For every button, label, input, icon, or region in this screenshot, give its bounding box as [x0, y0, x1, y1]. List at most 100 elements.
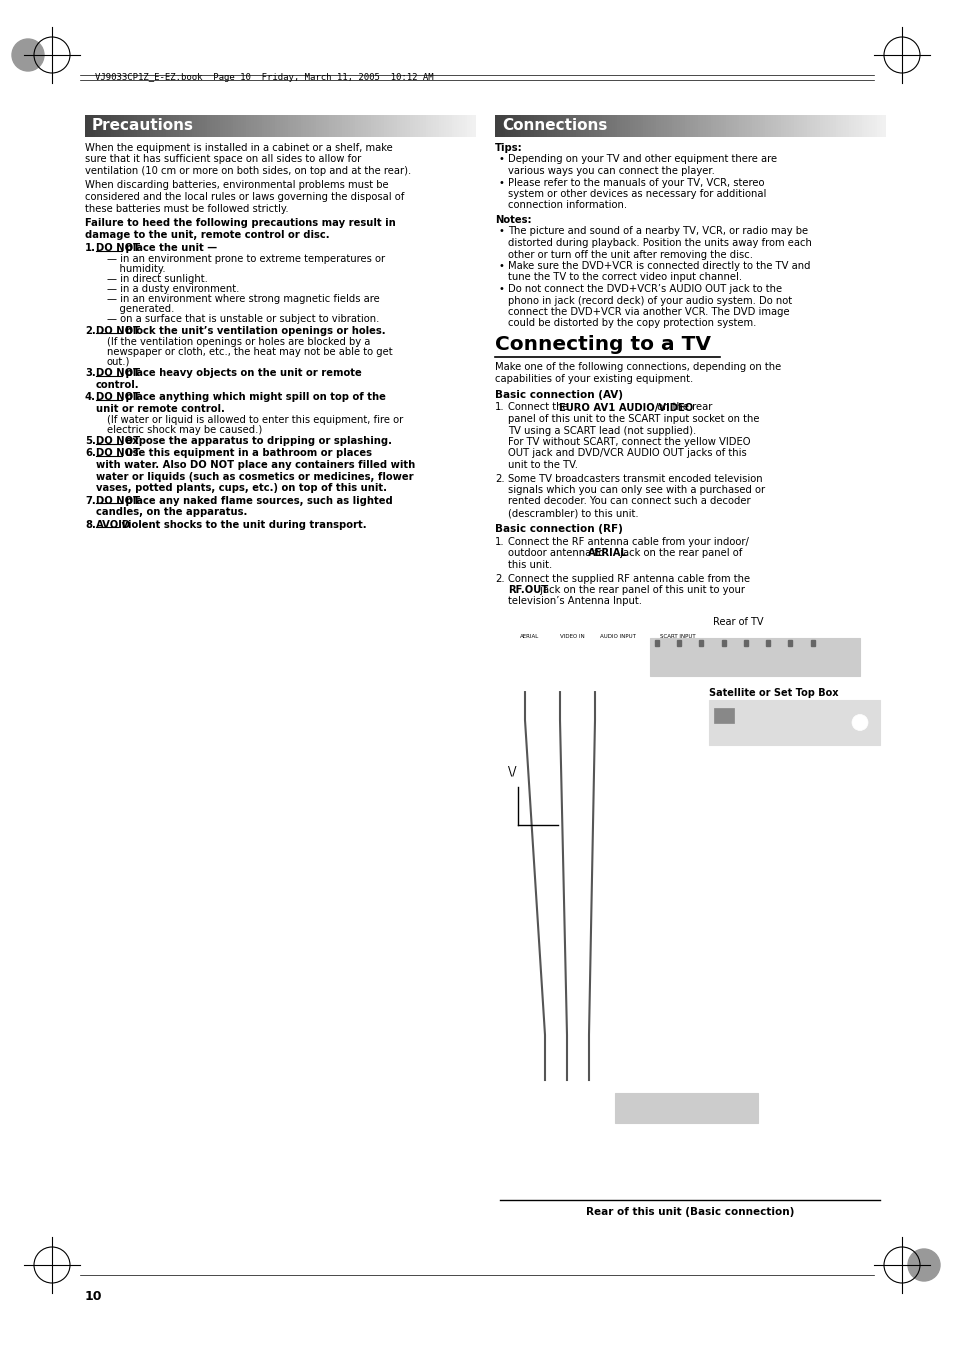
Text: Some TV broadcasters transmit encoded television: Some TV broadcasters transmit encoded te…: [507, 474, 761, 483]
Bar: [316, 115, 319, 136]
Bar: [472, 115, 476, 136]
Bar: [98, 115, 101, 136]
Text: rented decoder. You can connect such a decoder: rented decoder. You can connect such a d…: [507, 497, 750, 506]
Bar: [791, 115, 794, 136]
Bar: [502, 115, 506, 136]
Bar: [764, 115, 768, 136]
Bar: [728, 115, 732, 136]
Bar: [157, 115, 161, 136]
Circle shape: [517, 644, 533, 660]
Bar: [681, 115, 685, 136]
Bar: [580, 115, 584, 136]
Text: ventilation (10 cm or more on both sides, on top and at the rear).: ventilation (10 cm or more on both sides…: [85, 166, 411, 176]
Bar: [186, 115, 190, 136]
Bar: [876, 115, 880, 136]
Bar: [252, 115, 254, 136]
Circle shape: [12, 39, 44, 72]
Bar: [139, 115, 143, 136]
Bar: [642, 115, 646, 136]
Bar: [749, 115, 753, 136]
Bar: [796, 115, 800, 136]
Bar: [811, 115, 815, 136]
Bar: [412, 115, 416, 136]
Bar: [318, 115, 322, 136]
Bar: [396, 115, 400, 136]
Text: jack on the rear panel of this unit to your: jack on the rear panel of this unit to y…: [536, 585, 743, 595]
Bar: [95, 115, 99, 136]
Bar: [264, 115, 268, 136]
Bar: [246, 115, 250, 136]
Bar: [378, 115, 382, 136]
Text: sure that it has sufficient space on all sides to allow for: sure that it has sufficient space on all…: [85, 154, 361, 165]
Text: 4.: 4.: [85, 392, 96, 402]
Bar: [217, 115, 221, 136]
Bar: [762, 115, 765, 136]
Bar: [422, 115, 426, 136]
Bar: [853, 115, 857, 136]
Text: SCART INPUT: SCART INPUT: [659, 634, 695, 639]
Bar: [523, 115, 527, 136]
Bar: [375, 115, 379, 136]
Text: — in an environment prone to extreme temperatures or: — in an environment prone to extreme tem…: [107, 255, 385, 265]
Bar: [848, 115, 851, 136]
Bar: [459, 115, 462, 136]
Bar: [357, 115, 361, 136]
Bar: [710, 115, 714, 136]
Bar: [624, 115, 628, 136]
Bar: [713, 115, 717, 136]
Bar: [438, 115, 442, 136]
Text: candles, on the apparatus.: candles, on the apparatus.: [96, 508, 247, 517]
Bar: [446, 115, 450, 136]
Text: •: •: [498, 154, 504, 165]
Text: AUDIO INPUT: AUDIO INPUT: [599, 634, 636, 639]
Bar: [160, 115, 164, 136]
Bar: [516, 115, 518, 136]
Bar: [863, 115, 867, 136]
Bar: [544, 115, 547, 136]
Bar: [336, 115, 340, 136]
Bar: [513, 115, 517, 136]
Bar: [803, 115, 807, 136]
Bar: [746, 115, 750, 136]
Bar: [267, 115, 271, 136]
Bar: [467, 115, 471, 136]
Bar: [520, 115, 524, 136]
Text: — on a surface that is unstable or subject to vibration.: — on a surface that is unstable or subje…: [107, 315, 379, 324]
Bar: [868, 115, 872, 136]
Text: (descrambler) to this unit.: (descrambler) to this unit.: [507, 508, 638, 518]
Bar: [517, 115, 521, 136]
Bar: [528, 115, 532, 136]
Bar: [243, 115, 247, 136]
Bar: [767, 115, 771, 136]
Bar: [653, 115, 657, 136]
Text: considered and the local rules or laws governing the disposal of: considered and the local rules or laws g…: [85, 192, 404, 202]
Bar: [601, 115, 604, 136]
Bar: [879, 115, 882, 136]
Bar: [552, 115, 556, 136]
Bar: [306, 115, 310, 136]
Bar: [231, 115, 233, 136]
Bar: [716, 115, 719, 136]
Bar: [765, 640, 769, 647]
Bar: [350, 115, 354, 136]
Bar: [536, 115, 539, 136]
Bar: [207, 115, 211, 136]
Bar: [871, 115, 875, 136]
Text: OUT jack and DVD/VCR AUDIO OUT jacks of this: OUT jack and DVD/VCR AUDIO OUT jacks of …: [507, 448, 746, 459]
Bar: [827, 115, 830, 136]
Text: damage to the unit, remote control or disc.: damage to the unit, remote control or di…: [85, 230, 330, 239]
Bar: [253, 115, 257, 136]
Bar: [824, 115, 828, 136]
Text: 5.: 5.: [85, 436, 95, 446]
Bar: [113, 115, 117, 136]
Bar: [714, 707, 734, 724]
Bar: [290, 115, 294, 136]
Text: — in direct sunlight.: — in direct sunlight.: [107, 274, 208, 285]
Bar: [734, 115, 737, 136]
Bar: [332, 115, 335, 136]
Bar: [103, 115, 107, 136]
Text: tune the TV to the correct video input channel.: tune the TV to the correct video input c…: [507, 273, 741, 282]
Bar: [293, 115, 296, 136]
Bar: [598, 115, 602, 136]
Text: 8.: 8.: [85, 520, 95, 529]
